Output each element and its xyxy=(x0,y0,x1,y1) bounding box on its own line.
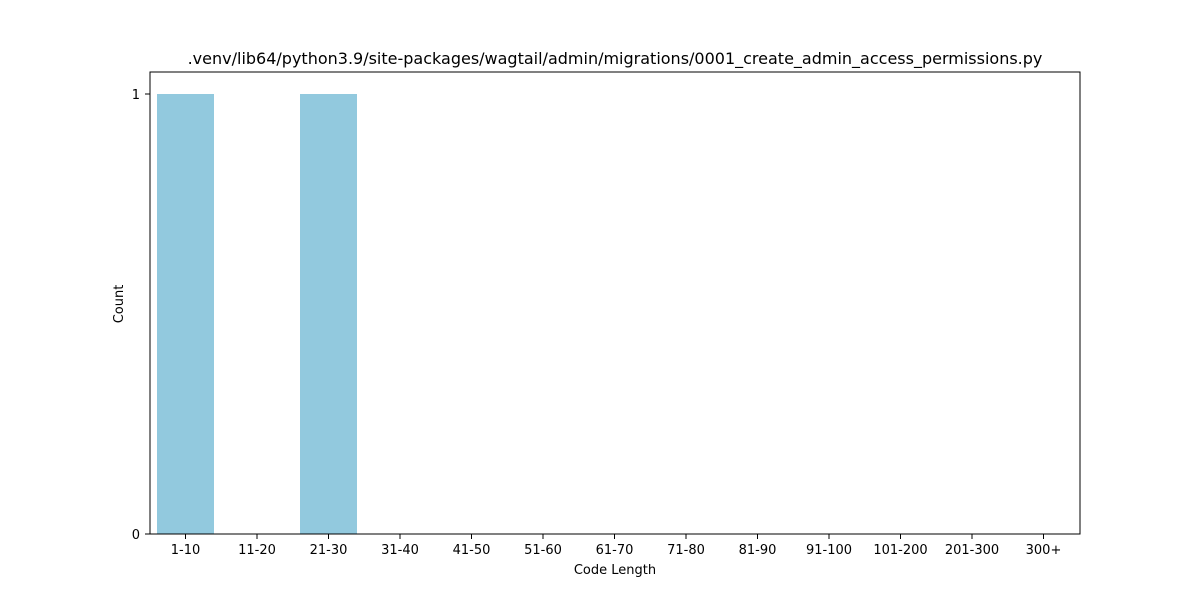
plot-frame xyxy=(149,71,1081,535)
x-tick-label: 11-20 xyxy=(238,543,276,558)
bar-1-10 xyxy=(157,94,214,534)
x-tick-label: 51-60 xyxy=(524,543,562,558)
x-tick-label: 71-80 xyxy=(667,543,705,558)
y-tick-label: 1 xyxy=(132,88,140,103)
y-axis-label: Count xyxy=(112,285,127,324)
y-axis: 01 xyxy=(132,88,150,543)
x-tick-label: 81-90 xyxy=(739,543,777,558)
x-tick-label: 1-10 xyxy=(171,543,201,558)
x-tick-label: 61-70 xyxy=(596,543,634,558)
x-tick-label: 41-50 xyxy=(453,543,491,558)
bars-group xyxy=(157,94,357,534)
x-tick-label: 91-100 xyxy=(806,543,852,558)
bar-21-30 xyxy=(300,94,357,534)
x-tick-label: 201-300 xyxy=(945,543,999,558)
x-tick-label: 300+ xyxy=(1026,543,1062,558)
y-tick-label: 0 xyxy=(132,528,140,543)
x-tick-label: 101-200 xyxy=(873,543,927,558)
x-axis-label: Code Length xyxy=(574,563,656,578)
chart-title: .venv/lib64/python3.9/site-packages/wagt… xyxy=(188,49,1043,69)
x-axis: 1-10 11-20 21-30 31-40 41-50 51-60 61-70 71-80 8… xyxy=(171,534,1062,558)
x-tick-label: 21-30 xyxy=(310,543,348,558)
x-tick-label: 31-40 xyxy=(381,543,419,558)
